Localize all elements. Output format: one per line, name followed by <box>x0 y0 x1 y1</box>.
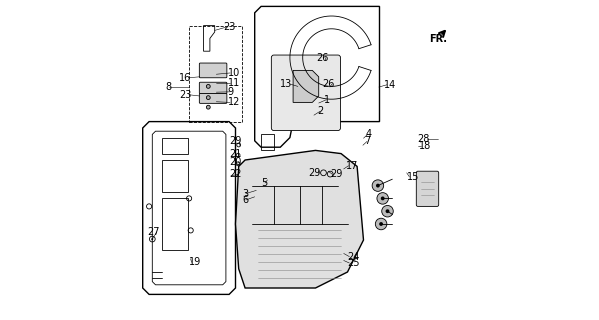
Text: 17: 17 <box>346 161 358 171</box>
Text: 26: 26 <box>322 79 335 89</box>
Circle shape <box>372 180 384 191</box>
Circle shape <box>386 209 389 213</box>
Circle shape <box>382 205 394 217</box>
Text: 24: 24 <box>347 252 359 262</box>
Text: 26: 26 <box>316 52 328 63</box>
Text: 23: 23 <box>223 22 236 32</box>
Text: 20: 20 <box>229 156 241 167</box>
Text: 27: 27 <box>147 227 159 237</box>
Text: 25: 25 <box>347 258 359 268</box>
FancyBboxPatch shape <box>271 55 340 131</box>
FancyBboxPatch shape <box>199 82 227 94</box>
Text: 18: 18 <box>419 140 431 151</box>
FancyBboxPatch shape <box>199 63 227 78</box>
Text: 16: 16 <box>179 73 191 83</box>
Text: 15: 15 <box>407 172 419 182</box>
Circle shape <box>379 222 383 226</box>
Circle shape <box>207 96 210 100</box>
Circle shape <box>377 193 389 204</box>
Text: 13: 13 <box>280 79 292 89</box>
Text: 28: 28 <box>418 134 429 144</box>
Text: 29: 29 <box>229 136 241 146</box>
Text: FR.: FR. <box>429 34 447 44</box>
FancyBboxPatch shape <box>416 171 438 206</box>
Circle shape <box>381 196 385 200</box>
Circle shape <box>207 105 210 109</box>
Text: 5: 5 <box>261 178 268 188</box>
FancyBboxPatch shape <box>199 93 227 103</box>
Text: 6: 6 <box>242 195 249 205</box>
Text: 2: 2 <box>317 106 323 116</box>
Text: 22: 22 <box>229 169 241 179</box>
Text: 8: 8 <box>165 82 171 92</box>
Circle shape <box>376 184 380 188</box>
Text: 11: 11 <box>228 78 240 88</box>
Text: 12: 12 <box>228 97 240 108</box>
Text: 14: 14 <box>385 80 397 90</box>
Circle shape <box>207 84 210 88</box>
Text: 1: 1 <box>323 95 329 105</box>
Circle shape <box>376 218 387 230</box>
Text: 21: 21 <box>229 148 241 159</box>
Text: 9: 9 <box>228 87 234 97</box>
Polygon shape <box>293 70 319 102</box>
Text: 10: 10 <box>228 68 240 78</box>
Text: 4: 4 <box>365 129 371 140</box>
Text: 19: 19 <box>189 257 201 268</box>
Text: 29: 29 <box>330 169 342 180</box>
Text: 29: 29 <box>308 168 321 179</box>
Text: 3: 3 <box>242 188 249 199</box>
Text: 23: 23 <box>179 90 191 100</box>
Circle shape <box>152 238 153 240</box>
Polygon shape <box>235 150 364 288</box>
Text: 7: 7 <box>364 136 371 147</box>
